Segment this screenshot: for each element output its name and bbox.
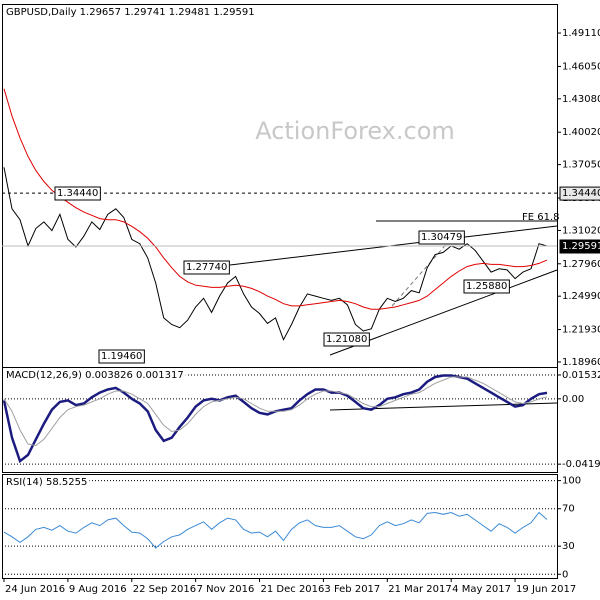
x-tick-label: 9 Aug 2016: [69, 584, 127, 595]
label-box: [323, 332, 370, 347]
y-tick-label: 1.18960: [562, 357, 600, 368]
label-box: [463, 279, 510, 294]
label-box: [98, 349, 145, 364]
last-price-label: 1.29591: [562, 241, 600, 252]
label-box: [4, 6, 257, 19]
x-tick-label: 21 Dec 2016: [261, 584, 325, 595]
annotation: 1.19460: [101, 351, 142, 362]
label-box: [559, 186, 600, 201]
x-tick-label: 3 Feb 2017: [324, 584, 380, 595]
label-box: [54, 186, 101, 201]
y-tick-label: 1.49110: [562, 28, 600, 39]
y-tick-label: 0.00: [562, 394, 584, 405]
label-box: [418, 230, 465, 245]
trendline: [391, 239, 451, 307]
y-tick-label: 0: [562, 569, 568, 580]
y-tick-label: 1.27960: [562, 259, 600, 270]
x-tick-label: 4 May 2017: [452, 584, 511, 595]
x-tick-label: 7 Nov 2016: [197, 584, 255, 595]
annotation: 1.25880: [466, 281, 507, 292]
annotation: 1.27740: [186, 262, 227, 273]
y-tick-label: 1.37050: [562, 160, 600, 171]
x-tick-label: 24 Jun 2016: [5, 584, 65, 595]
watermark: ActionForex.com: [255, 117, 455, 145]
annotation: 1.21080: [326, 334, 367, 345]
y-tick-label: 1.40020: [562, 127, 600, 138]
label-box: [4, 369, 186, 382]
y-tick-label: -0.041957: [562, 459, 600, 470]
annotation: 1.30479: [421, 232, 462, 243]
y-tick-label: 30: [562, 541, 575, 552]
y-tick-label: 100: [562, 476, 581, 487]
rsi-panel: [2, 474, 558, 579]
series-line: [3, 167, 548, 341]
x-tick-label: 19 Jun 2017: [516, 584, 576, 595]
label-box: [4, 476, 90, 489]
panel-title: RSI(14) 58.5255: [6, 477, 87, 488]
y-tick-label: 70: [562, 504, 575, 515]
y-tick-label: 1.24990: [562, 291, 600, 302]
y-tick-label: 0.015325: [562, 370, 600, 381]
annotation: 1.34440: [57, 188, 98, 199]
macd-panel: [2, 367, 558, 473]
x-tick-label: 22 Sep 2016: [133, 584, 196, 595]
label-box: [559, 239, 600, 254]
y-tick-label: 1.43080: [562, 94, 600, 105]
series-line: [3, 376, 548, 447]
annotation: FE 61.8: [522, 212, 560, 223]
y-tick-label: 1.46050: [562, 61, 600, 72]
level-label: 1.34440: [562, 188, 600, 199]
series-line: [3, 88, 548, 310]
panel-title: GBPUSD,Daily 1.29657 1.29741 1.29481 1.2…: [6, 7, 255, 18]
panel-title: MACD(12,26,9) 0.003826 0.001317: [6, 370, 184, 381]
x-tick-label: 21 Mar 2017: [388, 584, 451, 595]
y-tick-label: 1.21930: [562, 325, 600, 336]
series-line: [3, 511, 548, 549]
y-tick-label: 1.31020: [562, 225, 600, 236]
label-box: [183, 260, 230, 275]
